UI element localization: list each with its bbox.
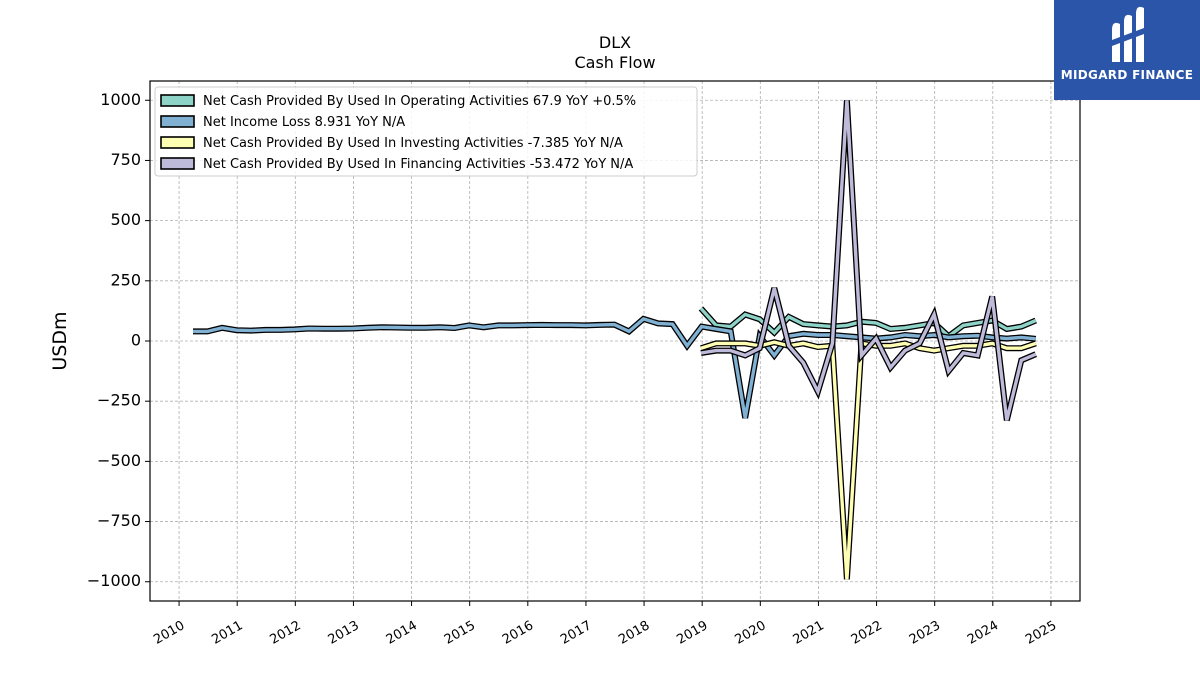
y-tick-label: 1000 [100,90,141,109]
y-tick-label: 500 [110,210,141,229]
legend-swatch [160,115,195,128]
chart-subtitle: Cash Flow [574,53,655,72]
legend-swatch [160,136,195,149]
x-axis-ticks: 2010 2011 2012 2013 2014 2015 2016 2017 2018 2019… [151,601,1059,648]
x-tick-label: 2017 [558,618,594,648]
y-tick-label: −1000 [87,571,141,590]
y-tick-label: −750 [97,511,141,530]
x-tick-label: 2024 [965,618,1001,648]
legend: Net Cash Provided By Used In Operating A… [154,86,698,177]
x-tick-label: 2018 [616,618,652,648]
series-line-1 [698,306,1037,341]
legend-swatch [160,94,195,107]
brand-logo: MIDGARD FINANCE [1054,0,1200,100]
series-line-4 [700,100,1037,422]
x-tick-label: 2012 [267,618,303,648]
series-layer [193,100,1037,580]
brand-mark-icon [1112,6,1144,62]
x-tick-label: 2021 [791,618,827,648]
legend-swatch [160,157,195,170]
legend-item: Net Cash Provided By Used In Financing A… [160,157,633,172]
x-tick-label: 2010 [151,618,187,648]
y-tick-label: −250 [97,391,141,410]
y-tick-label: −500 [97,451,141,470]
chart-title: DLX [599,33,631,52]
series-stroke [700,100,1037,421]
y-tick-label: 250 [110,270,141,289]
x-tick-label: 2014 [384,618,420,648]
legend-label: Net Cash Provided By Used In Investing A… [203,136,623,151]
x-tick-label: 2022 [849,618,885,648]
series-stroke [699,307,1037,339]
legend-label: Net Income Loss 8.931 YoY N/A [203,115,405,130]
x-tick-label: 2015 [442,618,478,648]
legend-box [154,86,698,177]
x-tick-label: 2025 [1023,618,1059,648]
series-stroke [193,316,1036,419]
y-axis-ticks: −1000 −750 −500 −250 0 250 500 750 1000 [87,90,150,590]
y-tick-label: 0 [131,331,141,350]
legend-item: Net Income Loss 8.931 YoY N/A [160,115,405,130]
x-tick-label: 2013 [326,618,362,648]
x-tick-label: 2020 [732,618,768,648]
y-tick-label: 750 [110,150,141,169]
brand-name: MIDGARD FINANCE [1060,68,1194,82]
legend-items: Net Cash Provided By Used In Operating A… [160,94,636,172]
x-tick-label: 2016 [500,618,536,648]
x-tick-label: 2023 [907,618,943,648]
legend-label: Net Cash Provided By Used In Financing A… [203,157,633,172]
legend-item: Net Cash Provided By Used In Investing A… [160,136,623,151]
x-tick-label: 2011 [209,618,245,648]
legend-label: Net Cash Provided By Used In Operating A… [203,94,636,109]
series-line-2 [193,315,1037,419]
y-axis-label: USDm [49,311,71,370]
legend-item: Net Cash Provided By Used In Operating A… [160,94,636,109]
x-tick-label: 2019 [674,618,710,648]
